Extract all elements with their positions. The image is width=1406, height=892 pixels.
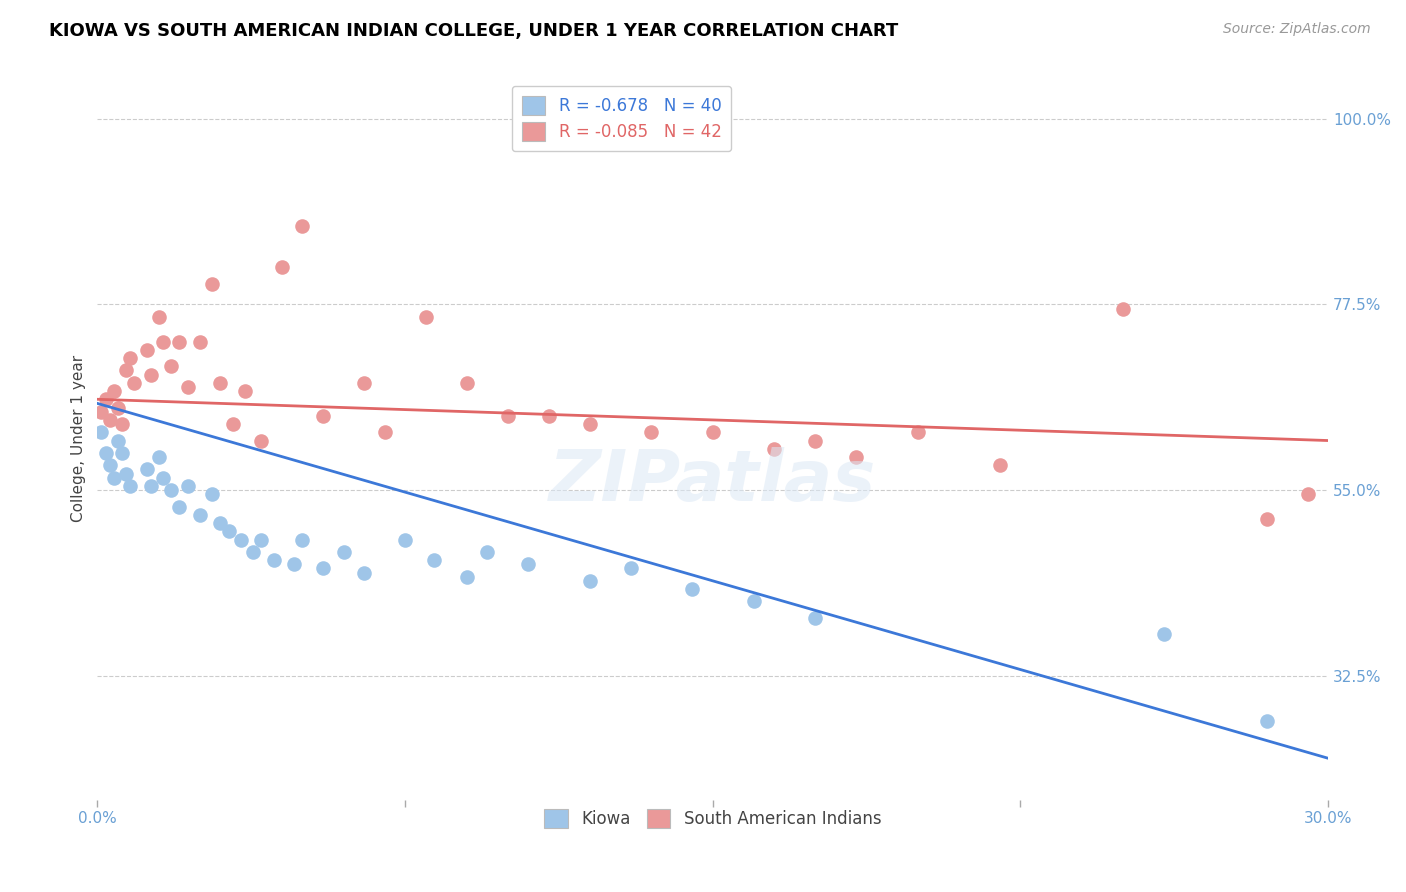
Point xyxy=(222,417,245,431)
Point xyxy=(804,611,827,625)
Point xyxy=(250,533,273,547)
Point xyxy=(176,479,198,493)
Point xyxy=(169,334,191,349)
Point xyxy=(124,376,146,390)
Point xyxy=(120,351,142,365)
Point xyxy=(139,479,162,493)
Point xyxy=(201,487,224,501)
Point xyxy=(456,376,478,390)
Point xyxy=(209,516,232,530)
Point xyxy=(804,434,827,448)
Point xyxy=(111,446,134,460)
Point xyxy=(94,392,117,407)
Point xyxy=(201,277,224,291)
Point xyxy=(94,446,117,460)
Point xyxy=(120,479,142,493)
Point xyxy=(115,467,138,481)
Point xyxy=(332,545,354,559)
Point xyxy=(283,558,305,572)
Point xyxy=(291,533,314,547)
Point xyxy=(1112,301,1135,316)
Point xyxy=(456,570,478,584)
Point xyxy=(517,558,540,572)
Point xyxy=(475,545,498,559)
Point xyxy=(1256,714,1278,728)
Point xyxy=(423,553,446,567)
Point xyxy=(111,417,134,431)
Y-axis label: College, Under 1 year: College, Under 1 year xyxy=(72,355,86,522)
Point xyxy=(169,500,191,514)
Point xyxy=(209,376,232,390)
Point xyxy=(742,594,765,608)
Point xyxy=(907,425,929,440)
Text: ZIPatlas: ZIPatlas xyxy=(550,447,876,516)
Point xyxy=(250,434,273,448)
Point xyxy=(415,310,437,324)
Text: KIOWA VS SOUTH AMERICAN INDIAN COLLEGE, UNDER 1 YEAR CORRELATION CHART: KIOWA VS SOUTH AMERICAN INDIAN COLLEGE, … xyxy=(49,22,898,40)
Point xyxy=(291,219,314,233)
Point xyxy=(763,442,786,456)
Point xyxy=(353,566,375,580)
Point xyxy=(681,582,703,596)
Point xyxy=(139,368,162,382)
Point xyxy=(148,310,170,324)
Point xyxy=(312,561,335,575)
Point xyxy=(242,545,264,559)
Point xyxy=(271,260,294,275)
Legend: Kiowa, South American Indians: Kiowa, South American Indians xyxy=(537,802,889,835)
Point xyxy=(98,413,121,427)
Point xyxy=(394,533,416,547)
Point xyxy=(233,384,256,398)
Point xyxy=(176,380,198,394)
Point xyxy=(148,450,170,464)
Point xyxy=(152,471,174,485)
Point xyxy=(152,334,174,349)
Point xyxy=(188,334,211,349)
Point xyxy=(620,561,643,575)
Text: Source: ZipAtlas.com: Source: ZipAtlas.com xyxy=(1223,22,1371,37)
Point xyxy=(218,524,240,539)
Point xyxy=(107,401,129,415)
Point xyxy=(1296,487,1319,501)
Point xyxy=(640,425,662,440)
Point xyxy=(229,533,252,547)
Point xyxy=(103,384,125,398)
Point xyxy=(98,458,121,473)
Point xyxy=(115,363,138,377)
Point xyxy=(373,425,395,440)
Point xyxy=(496,409,519,423)
Point xyxy=(103,471,125,485)
Point xyxy=(537,409,560,423)
Point xyxy=(845,450,868,464)
Point xyxy=(1256,512,1278,526)
Point xyxy=(702,425,724,440)
Point xyxy=(312,409,335,423)
Point xyxy=(160,359,183,374)
Point xyxy=(107,434,129,448)
Point xyxy=(988,458,1011,473)
Point xyxy=(578,574,600,588)
Point xyxy=(90,425,112,440)
Point xyxy=(188,508,211,522)
Point xyxy=(135,343,157,357)
Point xyxy=(160,483,183,497)
Point xyxy=(135,462,157,476)
Point xyxy=(1153,627,1175,641)
Point xyxy=(263,553,285,567)
Point xyxy=(578,417,600,431)
Point xyxy=(353,376,375,390)
Point xyxy=(90,405,112,419)
